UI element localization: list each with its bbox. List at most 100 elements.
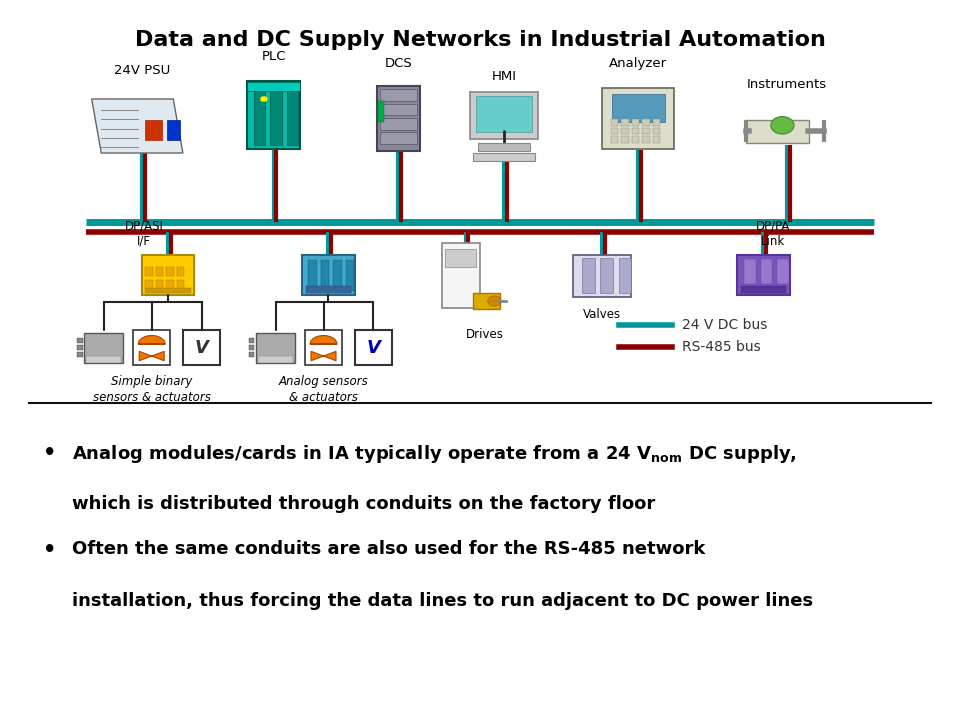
FancyBboxPatch shape (247, 81, 300, 149)
Text: Analyzer: Analyzer (610, 57, 667, 70)
FancyBboxPatch shape (632, 137, 639, 143)
FancyBboxPatch shape (379, 104, 417, 115)
FancyBboxPatch shape (84, 333, 123, 363)
Text: DP/ASI
I/F: DP/ASI I/F (125, 220, 163, 248)
Text: Data and DC Supply Networks in Industrial Automation: Data and DC Supply Networks in Industria… (134, 30, 826, 50)
Text: HMI: HMI (492, 70, 516, 83)
FancyBboxPatch shape (376, 86, 420, 151)
FancyBboxPatch shape (145, 120, 162, 140)
Polygon shape (139, 351, 164, 361)
Text: installation, thus forcing the data lines to run adjacent to DC power lines: installation, thus forcing the data line… (72, 592, 813, 610)
FancyBboxPatch shape (177, 280, 184, 289)
FancyBboxPatch shape (747, 120, 808, 143)
FancyBboxPatch shape (470, 91, 538, 138)
FancyBboxPatch shape (308, 259, 317, 290)
FancyBboxPatch shape (611, 119, 618, 125)
FancyBboxPatch shape (166, 267, 174, 276)
Circle shape (488, 296, 501, 306)
FancyBboxPatch shape (253, 86, 265, 145)
Text: 24V PSU: 24V PSU (114, 64, 170, 77)
FancyBboxPatch shape (379, 118, 417, 130)
FancyBboxPatch shape (642, 119, 650, 125)
Text: which is distributed through conduits on the factory floor: which is distributed through conduits on… (72, 495, 656, 513)
FancyBboxPatch shape (611, 127, 618, 134)
FancyBboxPatch shape (145, 267, 153, 276)
Text: DP/PA
Link: DP/PA Link (756, 220, 790, 248)
FancyBboxPatch shape (77, 345, 83, 350)
FancyBboxPatch shape (573, 255, 631, 297)
FancyBboxPatch shape (177, 267, 184, 276)
FancyBboxPatch shape (305, 286, 351, 294)
Text: V: V (367, 338, 380, 356)
FancyBboxPatch shape (346, 259, 354, 290)
FancyBboxPatch shape (778, 258, 789, 284)
FancyBboxPatch shape (653, 119, 660, 125)
Text: Drives: Drives (466, 328, 504, 341)
FancyBboxPatch shape (761, 258, 772, 284)
Text: •: • (43, 540, 57, 560)
FancyBboxPatch shape (249, 338, 254, 343)
Polygon shape (138, 336, 165, 344)
FancyBboxPatch shape (642, 137, 650, 143)
Text: Instruments: Instruments (747, 78, 828, 91)
FancyBboxPatch shape (632, 127, 639, 134)
FancyBboxPatch shape (478, 143, 530, 151)
FancyBboxPatch shape (473, 293, 500, 309)
FancyBboxPatch shape (741, 286, 786, 294)
FancyBboxPatch shape (166, 280, 174, 289)
Text: •: • (43, 443, 57, 463)
FancyBboxPatch shape (77, 352, 83, 357)
FancyBboxPatch shape (142, 255, 194, 295)
FancyBboxPatch shape (249, 345, 254, 350)
FancyBboxPatch shape (653, 137, 660, 143)
FancyBboxPatch shape (621, 127, 629, 134)
Polygon shape (310, 336, 337, 344)
FancyBboxPatch shape (379, 89, 417, 101)
FancyBboxPatch shape (653, 127, 660, 134)
Text: Simple binary
sensors & actuators: Simple binary sensors & actuators (93, 375, 210, 404)
FancyBboxPatch shape (621, 137, 629, 143)
FancyBboxPatch shape (737, 255, 790, 295)
FancyBboxPatch shape (745, 258, 756, 284)
FancyBboxPatch shape (582, 258, 595, 293)
FancyBboxPatch shape (442, 243, 480, 308)
FancyBboxPatch shape (271, 86, 282, 145)
FancyBboxPatch shape (301, 255, 354, 295)
FancyBboxPatch shape (286, 86, 298, 145)
Text: Often the same conduits are also used for the RS-485 network: Often the same conduits are also used fo… (72, 540, 706, 558)
Text: DCS: DCS (385, 57, 412, 70)
FancyBboxPatch shape (86, 356, 121, 363)
FancyBboxPatch shape (612, 94, 665, 122)
Text: 24 V DC bus: 24 V DC bus (682, 318, 767, 333)
FancyBboxPatch shape (156, 267, 163, 276)
Text: PLC: PLC (261, 50, 286, 63)
FancyBboxPatch shape (247, 83, 300, 91)
Text: Valves: Valves (583, 308, 621, 321)
FancyBboxPatch shape (619, 258, 632, 293)
Text: Analog modules/cards in IA typically operate from a 24 V$_{\mathregular{nom}}$ D: Analog modules/cards in IA typically ope… (72, 443, 797, 465)
FancyBboxPatch shape (603, 89, 674, 149)
Text: Analog sensors
& actuators: Analog sensors & actuators (278, 375, 369, 404)
FancyBboxPatch shape (183, 330, 220, 365)
Text: RS-485 bus: RS-485 bus (682, 340, 760, 354)
FancyBboxPatch shape (333, 259, 342, 290)
FancyBboxPatch shape (133, 330, 170, 365)
FancyBboxPatch shape (256, 333, 295, 363)
FancyBboxPatch shape (77, 338, 83, 343)
Circle shape (771, 117, 794, 134)
FancyBboxPatch shape (145, 280, 153, 289)
FancyBboxPatch shape (156, 280, 163, 289)
FancyBboxPatch shape (258, 356, 293, 363)
FancyBboxPatch shape (445, 248, 476, 266)
FancyBboxPatch shape (611, 137, 618, 143)
FancyBboxPatch shape (476, 96, 532, 132)
FancyBboxPatch shape (632, 119, 639, 125)
FancyBboxPatch shape (146, 287, 190, 294)
FancyBboxPatch shape (377, 101, 383, 122)
FancyBboxPatch shape (249, 352, 254, 357)
Circle shape (260, 96, 268, 102)
FancyBboxPatch shape (167, 120, 180, 140)
FancyBboxPatch shape (305, 330, 342, 365)
FancyBboxPatch shape (473, 153, 536, 161)
Text: V: V (195, 338, 208, 356)
